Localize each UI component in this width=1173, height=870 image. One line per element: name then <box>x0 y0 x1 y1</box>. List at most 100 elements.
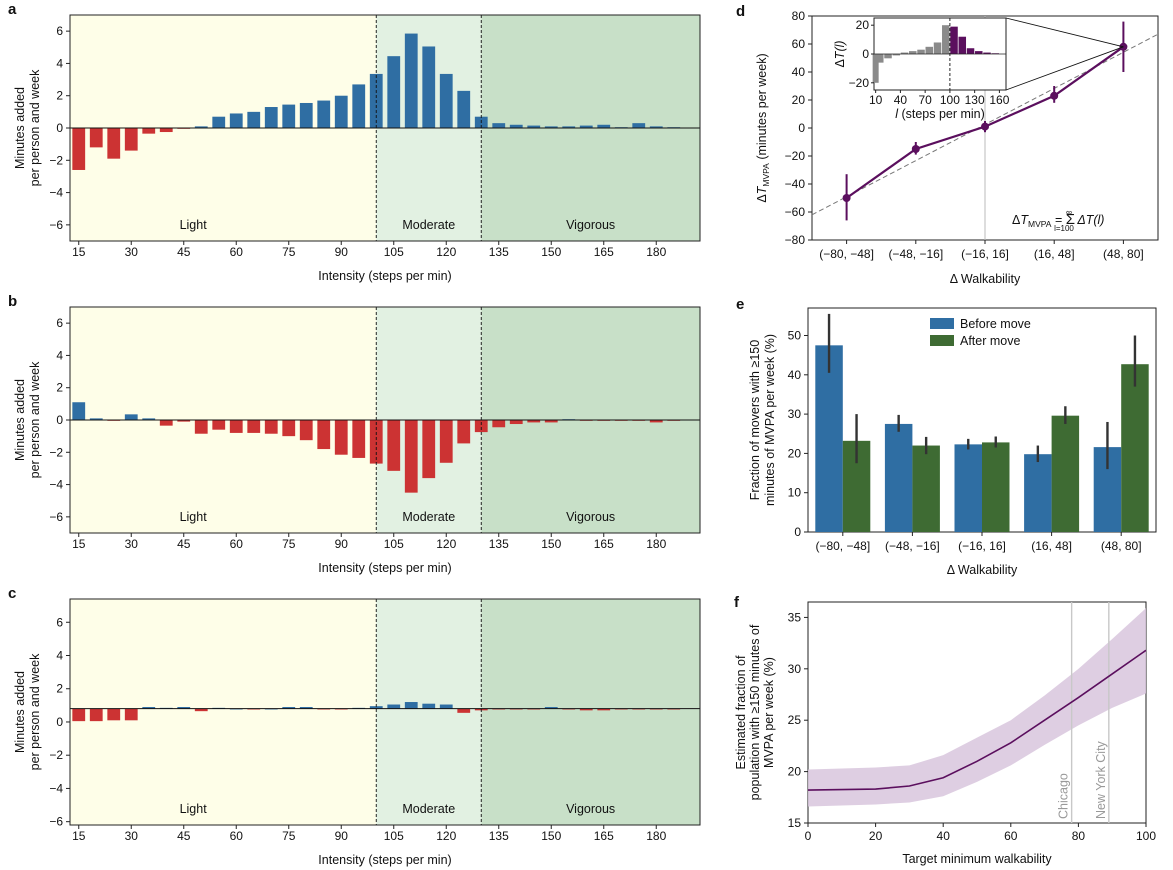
x-tick-label: 60 <box>230 245 244 259</box>
bar <box>579 708 593 711</box>
y-tick-label: −2 <box>49 153 63 167</box>
x-tick-label: 135 <box>489 245 509 259</box>
bar <box>264 420 278 434</box>
bar <box>124 128 138 151</box>
bar <box>212 420 226 430</box>
panel-f-line-chart: Chicago New York City 15 20 25 30 35 0 20 40 60 80 1… <box>734 594 1156 866</box>
bar <box>422 46 436 128</box>
x-axis-label: Δ Walkability <box>947 563 1018 577</box>
bar-after <box>912 445 940 532</box>
inset-bar <box>900 52 909 54</box>
bar <box>194 126 208 128</box>
panel-label-d: d <box>736 3 745 20</box>
y-tick-label: −6 <box>49 815 63 829</box>
inset-bar <box>958 36 967 54</box>
y-tick-label: 6 <box>56 24 63 38</box>
bar <box>387 56 401 128</box>
bar <box>387 420 401 471</box>
bar <box>89 708 103 722</box>
bar-before <box>954 444 982 532</box>
zoom-line <box>1005 46 1124 91</box>
x-tick-label: 165 <box>594 245 614 259</box>
x-tick-label: 30 <box>125 245 139 259</box>
y-tick-label: 40 <box>792 65 806 79</box>
y-tick-label: 60 <box>792 37 806 51</box>
x-tick-label: 30 <box>125 829 139 843</box>
y-tick-label: 20 <box>788 446 802 460</box>
x-tick-label: 105 <box>384 829 404 843</box>
light-zone <box>70 599 377 825</box>
bar-before <box>884 423 913 532</box>
data-point <box>911 145 920 153</box>
y-axis-label: Estimated fraction ofpopulation with ≥15… <box>734 624 776 800</box>
x-tick-label: (−48, −16] <box>888 247 943 261</box>
bar <box>439 704 453 709</box>
inset-bar <box>942 25 950 54</box>
bar <box>334 420 348 455</box>
bar-after <box>982 442 1010 532</box>
bar <box>527 420 541 423</box>
y-tick-label: 4 <box>56 348 63 362</box>
data-point <box>1050 91 1059 100</box>
bar <box>544 707 558 709</box>
panel-c-histogram: −6 −4 −2 0 2 4 6 15 30 45 60 75 90 105 120 135 150 165 180… <box>8 585 701 867</box>
vigorous-zone <box>481 599 700 825</box>
data-point <box>842 194 851 202</box>
x-tick-label: 80 <box>1072 829 1086 843</box>
x-tick-label: 150 <box>541 245 561 259</box>
inset-x-tick-label: 10 <box>869 93 883 107</box>
zone-label-moderate: Moderate <box>402 802 455 816</box>
plot-frame <box>69 598 701 826</box>
x-tick-label: 135 <box>489 537 509 551</box>
zone-label-moderate: Moderate <box>402 510 455 524</box>
x-tick-label: 150 <box>541 829 561 843</box>
inset-x-tick-label: 40 <box>894 93 908 107</box>
zone-label-moderate: Moderate <box>402 218 455 232</box>
bar <box>649 126 663 128</box>
panel-d-line-chart: −80 −60 −40 −20 0 20 40 60 80 (−80, −48] (−48, −16… <box>736 3 1159 286</box>
x-tick-label: 120 <box>436 245 456 259</box>
legend: Before move After move <box>930 317 1031 348</box>
bar <box>597 124 611 128</box>
bar-before <box>1024 454 1052 532</box>
bar <box>649 420 663 423</box>
zone-label-vigorous: Vigorous <box>566 218 615 232</box>
bar <box>527 125 541 128</box>
y-tick-label: 0 <box>56 715 63 729</box>
x-tick-label: 180 <box>646 537 666 551</box>
x-tick-label: 90 <box>335 829 349 843</box>
y-tick-label: 0 <box>798 121 805 135</box>
x-tick-label: 75 <box>282 245 296 259</box>
x-tick-label: 165 <box>594 829 614 843</box>
bar <box>334 95 348 128</box>
x-axis-label: Intensity (steps per min) <box>318 561 451 575</box>
bar <box>282 420 296 437</box>
y-tick-label: −60 <box>785 205 806 219</box>
inset-bar <box>983 52 991 54</box>
bar <box>509 420 523 425</box>
y-tick-label: 25 <box>788 713 802 727</box>
x-tick-label: 45 <box>177 537 191 551</box>
bar <box>72 708 86 722</box>
bar <box>439 73 453 128</box>
y-tick-label: −4 <box>49 781 63 795</box>
x-tick-label: 105 <box>384 537 404 551</box>
x-tick-label: 90 <box>335 245 349 259</box>
x-tick-label: (48, 80] <box>1103 247 1144 261</box>
x-tick-label: 180 <box>646 245 666 259</box>
bar <box>72 402 86 420</box>
y-tick-label: 35 <box>788 610 802 624</box>
bar <box>107 128 121 159</box>
y-axis-label: Minutes addedper person and week <box>13 653 42 770</box>
panel-e-grouped-bar-chart: 0 10 20 30 40 50 (−80, −48] (−48, −16] (−16, 16]… <box>736 296 1157 577</box>
x-tick-label: 180 <box>646 829 666 843</box>
bar <box>369 706 383 709</box>
bar <box>159 420 173 426</box>
y-tick-label: 15 <box>788 816 802 830</box>
bar <box>562 126 576 128</box>
series-line <box>807 649 1147 791</box>
bar <box>177 420 191 422</box>
y-tick-label: 80 <box>792 9 806 23</box>
bar <box>282 104 296 128</box>
